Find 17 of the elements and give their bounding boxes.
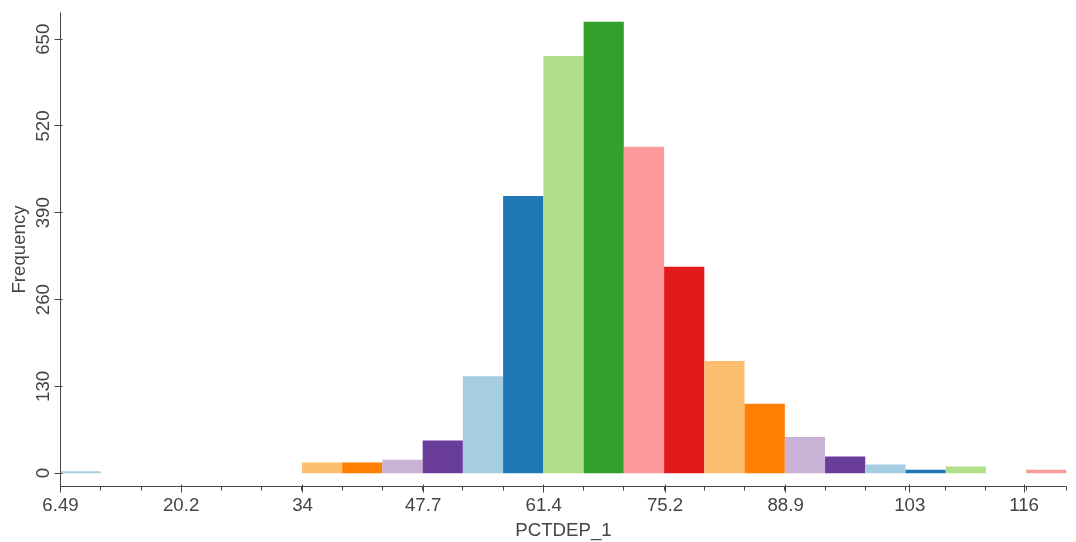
x-tick-label: 34 xyxy=(292,493,313,515)
x-tick-label: 61.4 xyxy=(525,493,562,515)
x-tick-label: 103 xyxy=(894,493,926,515)
y-tick-label: 130 xyxy=(32,370,54,402)
y-tick-label: 390 xyxy=(32,197,54,229)
y-axis-title: Frequency xyxy=(7,204,29,294)
x-axis-title: PCTDEP_1 xyxy=(515,518,612,541)
y-tick-label: 650 xyxy=(32,23,54,55)
y-tick-label: 260 xyxy=(32,283,54,316)
x-tick-label: 75.2 xyxy=(646,493,684,515)
y-tick-label: 0 xyxy=(32,467,54,479)
x-tick-label: 20.2 xyxy=(162,493,200,515)
x-tick-label: 116 xyxy=(1009,493,1039,515)
x-tick-label: 47.7 xyxy=(404,493,442,515)
y-tick-label: 520 xyxy=(32,110,54,142)
x-tick-label: 88.9 xyxy=(767,493,804,515)
x-tick-label: 6.49 xyxy=(42,493,79,515)
